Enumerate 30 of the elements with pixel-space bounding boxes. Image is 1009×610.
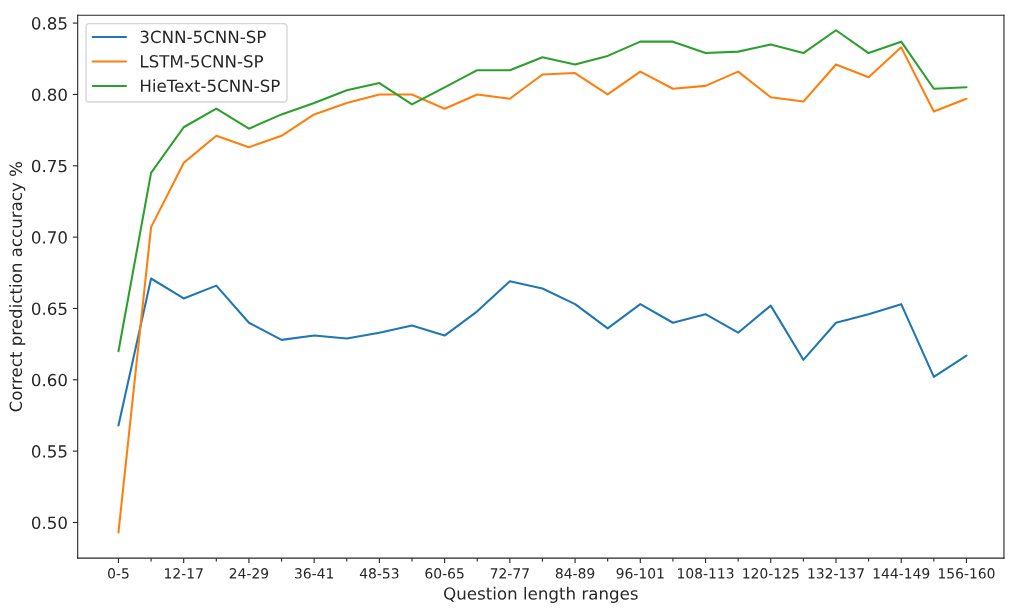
y-tick-label: 0.50 [31,516,67,530]
y-tick-label: 0.55 [31,445,67,458]
line-series [117,277,968,427]
x-tick-label: 84-89 [555,568,595,579]
x-tick-label: 60-65 [425,568,464,579]
x-tick-label: 156-160 [938,568,995,579]
legend-label: LSTM-5CNN-SP [141,55,264,68]
x-tick-label: 12-17 [165,568,203,579]
x-tick-label: 36-41 [295,568,334,579]
y-axis-title: Correct prediction accuracy % [9,161,26,412]
line-series [117,29,968,353]
y-tick-label: 0.60 [31,373,67,387]
x-axis-title: Question length ranges [444,586,638,603]
x-tick-label: 96-101 [616,568,664,579]
x-tick-label: 108-113 [678,568,734,579]
x-tick-label: 0-5 [108,568,129,579]
line-series [117,46,968,534]
x-tick-label: 72-77 [490,568,529,579]
y-tick-label: 0.80 [31,88,67,102]
x-tick-label: 48-53 [359,568,399,579]
y-tick-label: 0.75 [31,159,67,173]
legend-label: 3CNN-5CNN-SP [140,30,266,44]
x-tick-label: 144-149 [873,568,930,579]
x-tick-label: 24-29 [229,568,269,579]
y-tick-label: 0.70 [31,231,67,244]
x-tick-label: 120-125 [743,568,799,579]
y-tick-label: 0.85 [31,17,67,30]
y-tick-label: 0.65 [31,302,67,316]
legend-label: HieText-5CNN-SP [141,79,280,93]
x-tick-label: 132-137 [808,568,864,579]
